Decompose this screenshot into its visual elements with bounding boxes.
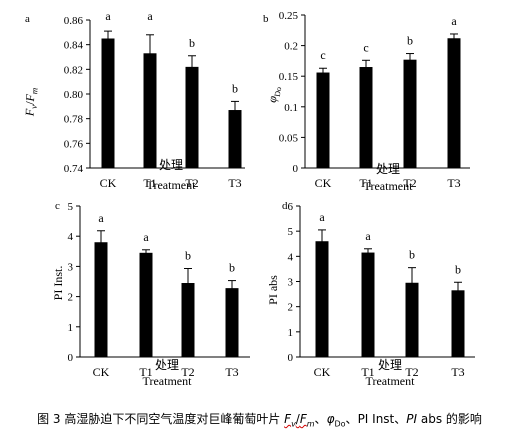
x-axis-title-cn: 处理: [376, 162, 400, 176]
y-axis-title: PI Inst.: [51, 266, 65, 301]
x-tick-label: CK: [100, 176, 117, 190]
y-tick-label: 0.2: [284, 41, 298, 53]
significance-letter: b: [455, 262, 461, 276]
bar-CK: [316, 72, 330, 168]
y-tick-label: 2: [68, 292, 74, 304]
y-tick-label: 0.82: [64, 64, 83, 76]
x-axis-title-en: Treatment: [366, 374, 416, 388]
x-axis-title-en: Treatment: [143, 374, 193, 388]
bar-T2: [403, 59, 417, 169]
bar-T2: [185, 66, 199, 168]
x-tick-label: CK: [93, 365, 110, 379]
y-tick-label: 0: [288, 352, 294, 364]
significance-letter: a: [319, 210, 325, 224]
y-tick-label: 0.86: [64, 15, 84, 27]
y-tick-label: 0.1: [284, 102, 298, 114]
significance-letter: a: [98, 211, 104, 225]
chart-panel-b: b 0 0.05 0.1 0.15 0.2 0.25 c CK c T1 b T2 a T3 处理 Treatm…: [263, 10, 470, 193]
x-tick-label: T2: [403, 176, 416, 190]
bar-T3: [228, 110, 242, 168]
y-tick-label: 2: [288, 302, 294, 314]
x-tick-label: T3: [451, 365, 464, 379]
panel-label: a: [25, 13, 30, 25]
x-axis-title-cn: 处理: [155, 358, 179, 372]
significance-letter: b: [407, 34, 413, 48]
y-tick-label: 1: [288, 327, 294, 339]
x-axis-title-en: Treatment: [147, 178, 197, 192]
x-tick-label: T3: [225, 365, 238, 379]
y-tick-label: 0.76: [64, 138, 84, 150]
x-tick-label: T1: [139, 365, 152, 379]
bar-CK: [315, 241, 329, 357]
significance-letter: b: [229, 261, 235, 275]
significance-letter: c: [363, 40, 368, 54]
y-tick-label: 4: [68, 231, 74, 243]
y-tick-label: 0.05: [279, 132, 299, 144]
panel-label: d: [282, 200, 288, 212]
significance-letter: a: [147, 9, 153, 23]
x-tick-label: T3: [228, 176, 241, 190]
bar-CK: [101, 38, 115, 168]
y-tick-label: 0.80: [64, 89, 84, 101]
bar-T3: [447, 38, 461, 169]
chart-panel-c: c 0 1 2 3 4 5 a CK a T1 b T2 b T3 处理 Treatment PI Inst.: [51, 200, 250, 388]
figure-caption: 图 3 高湿胁迫下不同空气温度对巨峰葡萄叶片 Fv/Fm、φDo、PI Inst…: [37, 412, 482, 429]
significance-letter: c: [320, 48, 325, 62]
chart-panel-d: d 0 1 2 3 4 5 6 a CK a T1 b T2 b T3 处理 Treatment PI abs: [266, 200, 475, 388]
significance-letter: b: [409, 248, 415, 262]
chart-panel-a: a 0.74 0.76 0.78 0.80 0.82 0.84 0.86 a CK a T1 b T2 b T…: [22, 9, 245, 192]
bar-T3: [225, 288, 239, 357]
y-tick-label: 5: [68, 201, 74, 213]
y-tick-label: 0.78: [64, 114, 84, 126]
y-tick-label: 0: [293, 163, 299, 175]
y-axis-title: Fv/Fm: [22, 87, 39, 118]
y-tick-label: 4: [288, 251, 294, 263]
bar-T2: [405, 282, 419, 357]
y-axis-title: φDo: [265, 85, 284, 104]
x-axis-title-en: Treatment: [364, 179, 414, 193]
bar-T3: [451, 290, 465, 357]
x-tick-label: T2: [405, 365, 418, 379]
panel-label: b: [263, 13, 269, 25]
x-tick-label: T2: [181, 365, 194, 379]
significance-letter: a: [143, 230, 149, 244]
significance-letter: a: [365, 229, 371, 243]
bar-T1: [359, 67, 373, 168]
x-tick-label: T2: [185, 176, 198, 190]
bar-T2: [181, 283, 195, 357]
significance-letter: b: [189, 36, 195, 50]
y-axis-title: PI abs: [266, 275, 280, 305]
y-tick-label: 5: [288, 226, 294, 238]
y-tick-label: 1: [68, 322, 74, 334]
x-tick-label: T1: [359, 176, 372, 190]
y-tick-label: 6: [288, 201, 294, 213]
y-tick-label: 0.84: [64, 40, 84, 52]
y-tick-label: 0.15: [279, 71, 299, 83]
y-tick-label: 3: [68, 261, 74, 273]
y-tick-label: 0.74: [64, 163, 84, 175]
panel-label: c: [55, 200, 60, 212]
x-tick-label: CK: [315, 176, 332, 190]
x-axis-title-cn: 处理: [378, 358, 402, 372]
x-tick-label: T1: [143, 176, 156, 190]
bar-T1: [361, 252, 375, 357]
bar-CK: [94, 242, 108, 357]
significance-letter: a: [451, 14, 457, 28]
y-tick-label: 3: [288, 277, 294, 289]
x-tick-label: T3: [447, 176, 460, 190]
x-axis-title-cn: 处理: [159, 158, 183, 172]
significance-letter: b: [232, 81, 238, 95]
bar-T1: [139, 252, 153, 357]
bar-T1: [143, 53, 157, 168]
significance-letter: b: [185, 249, 191, 263]
x-tick-label: CK: [314, 365, 331, 379]
x-tick-label: T1: [361, 365, 374, 379]
y-tick-label: 0: [68, 352, 74, 364]
y-tick-label: 0.25: [279, 10, 299, 22]
significance-letter: a: [105, 9, 111, 23]
